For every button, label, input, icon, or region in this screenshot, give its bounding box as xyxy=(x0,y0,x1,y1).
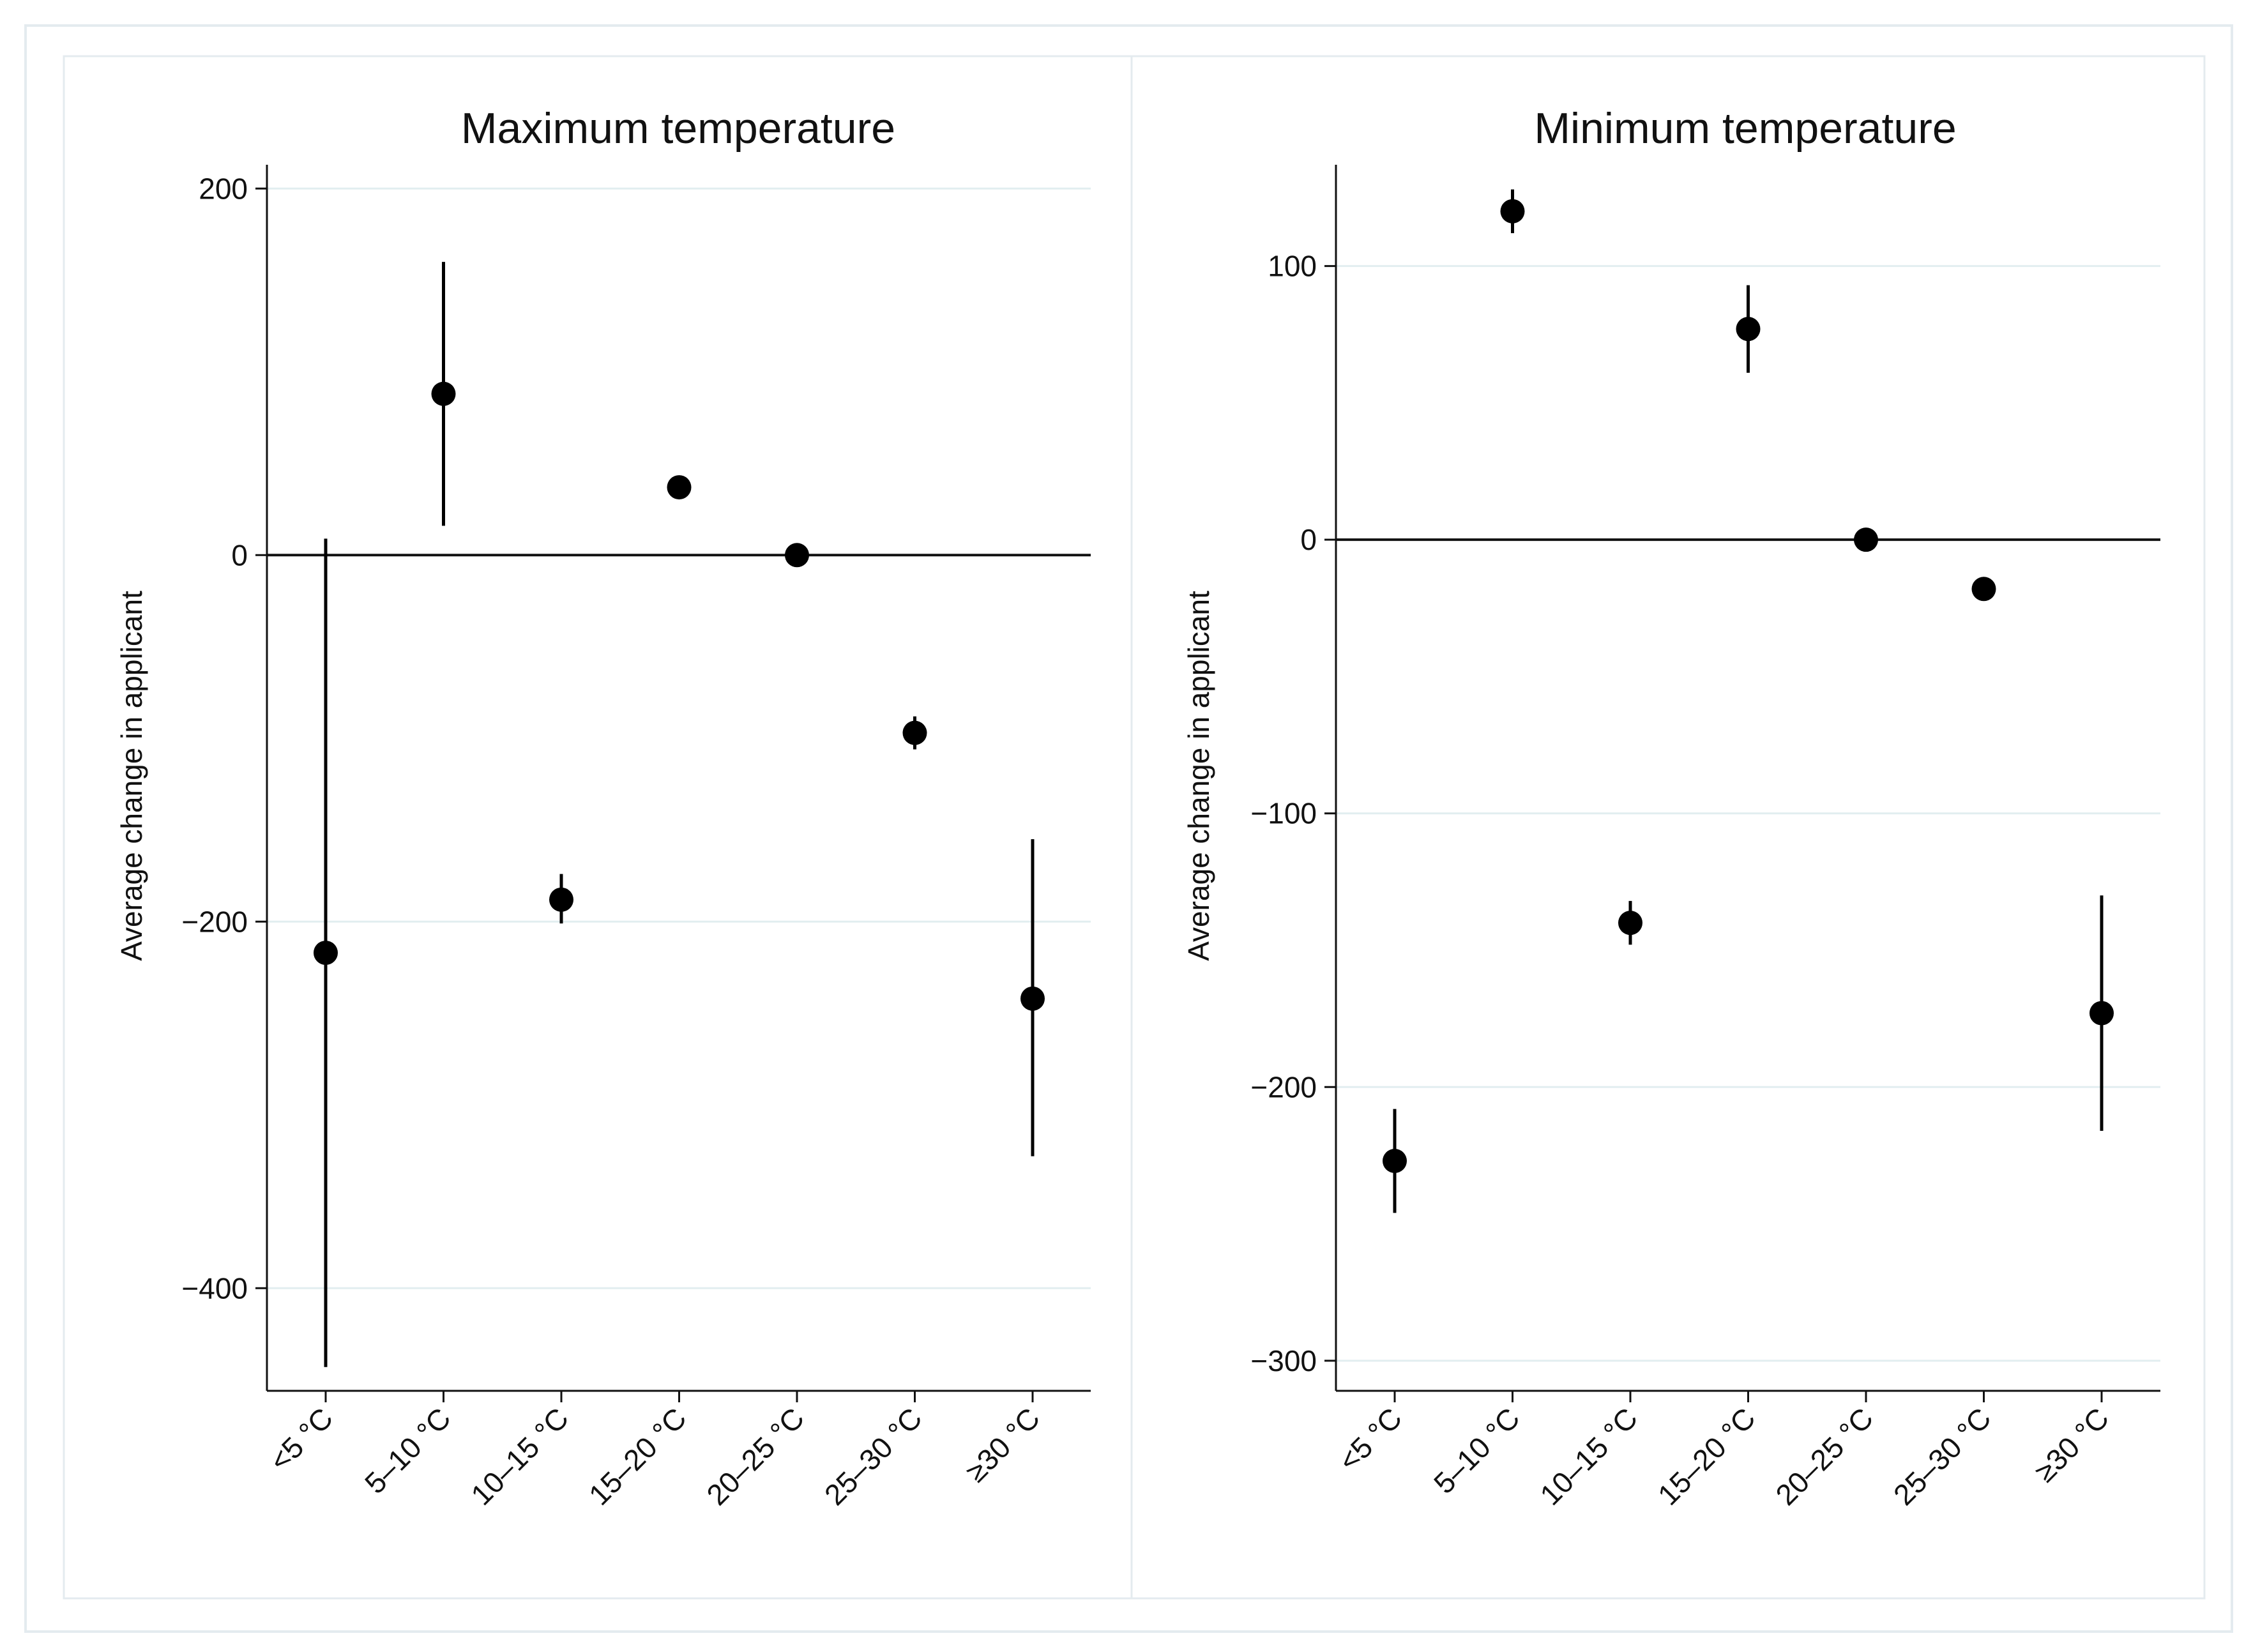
point-marker xyxy=(902,720,927,745)
point-marker xyxy=(667,475,692,500)
point-marker xyxy=(314,941,338,966)
point-marker xyxy=(2089,1001,2114,1026)
point-marker xyxy=(549,887,573,912)
point-marker xyxy=(1854,527,1878,552)
y-tick-label: 0 xyxy=(231,538,248,572)
y-tick-label: −200 xyxy=(181,905,248,938)
point-markers xyxy=(314,381,1045,1011)
point-marker xyxy=(1618,911,1642,936)
y-axis-label: Average change in applicant xyxy=(115,591,148,961)
gridlines xyxy=(1336,265,2160,1362)
y-tick-label: −100 xyxy=(1250,797,1317,830)
y-tick-label: 100 xyxy=(1268,250,1317,283)
panel-title: Maximum temperature xyxy=(461,104,895,153)
point-markers xyxy=(1383,199,2114,1173)
point-marker xyxy=(1383,1149,1407,1173)
y-ticks: 100 0 −100 −200 −300 xyxy=(1250,250,1336,1377)
point-marker xyxy=(1500,199,1525,224)
gridlines xyxy=(267,187,1091,1289)
y-tick-label: 0 xyxy=(1300,523,1317,556)
point-marker xyxy=(1736,317,1761,342)
point-marker xyxy=(785,543,809,568)
inner-frame xyxy=(63,55,2206,1600)
outer-frame xyxy=(24,24,2233,1633)
y-tick-label: −400 xyxy=(181,1271,248,1305)
y-tick-label: 200 xyxy=(199,172,248,205)
y-tick-label: −200 xyxy=(1250,1070,1317,1103)
point-marker xyxy=(431,381,456,406)
point-marker xyxy=(1020,986,1045,1011)
point-marker xyxy=(1971,577,1996,602)
y-ticks: 200 0 −200 −400 xyxy=(181,172,267,1305)
y-tick-label: −300 xyxy=(1250,1344,1317,1377)
y-axis-label: Average change in applicant xyxy=(1182,591,1215,961)
panel-title: Minimum temperature xyxy=(1534,104,1956,153)
